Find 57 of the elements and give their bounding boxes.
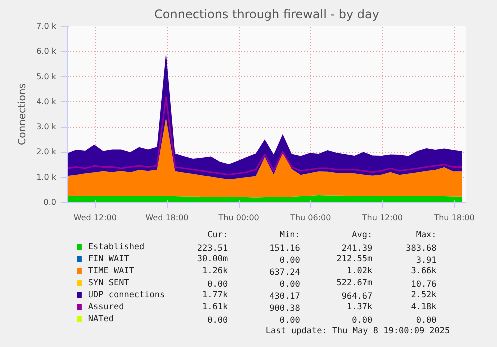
legend-label: Established (88, 242, 145, 252)
text: 383.68 (406, 244, 437, 254)
text: 0.00 (208, 280, 228, 290)
legend-label: NATed (88, 314, 114, 324)
line-series (68, 96, 464, 176)
text: 1.37k (346, 302, 373, 312)
text: 430.17 (270, 292, 300, 302)
text: Cur: (208, 230, 228, 240)
text: Min: (280, 230, 300, 240)
text: 1.77k (202, 290, 228, 300)
legend-label: SYN_SENT (88, 278, 130, 288)
text: 0.00 (280, 280, 300, 290)
legend-label: TIME_WAIT (88, 266, 134, 276)
text: 223.51 (197, 244, 228, 254)
text: 3.66k (411, 266, 437, 276)
text: 1.02k (346, 266, 373, 276)
text: 0.00 (352, 316, 373, 326)
y-tick-label: 0.0 (44, 198, 57, 207)
text: 10.76 (411, 280, 437, 290)
text: 0.00 (280, 256, 300, 266)
text: 0.00 (280, 316, 300, 326)
text: 2.52k (411, 290, 437, 300)
x-tick-label: Thu 18:00 (433, 214, 475, 222)
text: 4.18k (411, 302, 437, 312)
text: 1.26k (202, 266, 228, 276)
text: 1.61k (202, 302, 228, 312)
x-tick-label: Wed 12:00 (74, 214, 117, 222)
text: 964.67 (342, 292, 373, 302)
x-tick-label: Thu 06:00 (290, 214, 332, 222)
y-axis-title: Connections (18, 84, 29, 146)
x-tick-label: Thu 12:00 (361, 214, 404, 222)
y-tick-label: 1.0 k (36, 172, 57, 182)
legend-label: UDP connections (88, 290, 166, 300)
text: 637.24 (270, 268, 300, 278)
y-tick-label: 3.0 k (36, 122, 57, 132)
y-tick-label: 2.0 k (36, 148, 57, 157)
text: 522.67m (336, 278, 373, 288)
y-tick-label: 7.0 k (36, 22, 57, 31)
text: Avg: (352, 230, 373, 240)
y-tick-label: 4.0 k (36, 97, 57, 106)
text: 3.91 (416, 256, 437, 266)
text: 151.16 (270, 244, 300, 254)
text: 212.55m (336, 254, 373, 264)
legend-label: Assured (88, 302, 124, 312)
text: Last update: Thu May 8 19:00:09 2025 (266, 326, 450, 336)
y-tick-label: 6.0 k (36, 47, 57, 56)
text: 30.00m (197, 254, 228, 264)
legend-label: FIN_WAIT (88, 254, 130, 264)
chart-title: Connections through firewall - by day (154, 8, 380, 22)
text: 900.38 (270, 304, 300, 314)
y-tick-label: 5.0 k (36, 72, 57, 82)
text: 0.00 (208, 316, 228, 326)
x-tick-label: Thu 00:00 (218, 214, 260, 222)
text: Max: (416, 230, 437, 240)
text: 241.39 (342, 244, 373, 254)
x-tick-label: Wed 18:00 (146, 214, 189, 222)
text: 0.00 (416, 316, 437, 326)
